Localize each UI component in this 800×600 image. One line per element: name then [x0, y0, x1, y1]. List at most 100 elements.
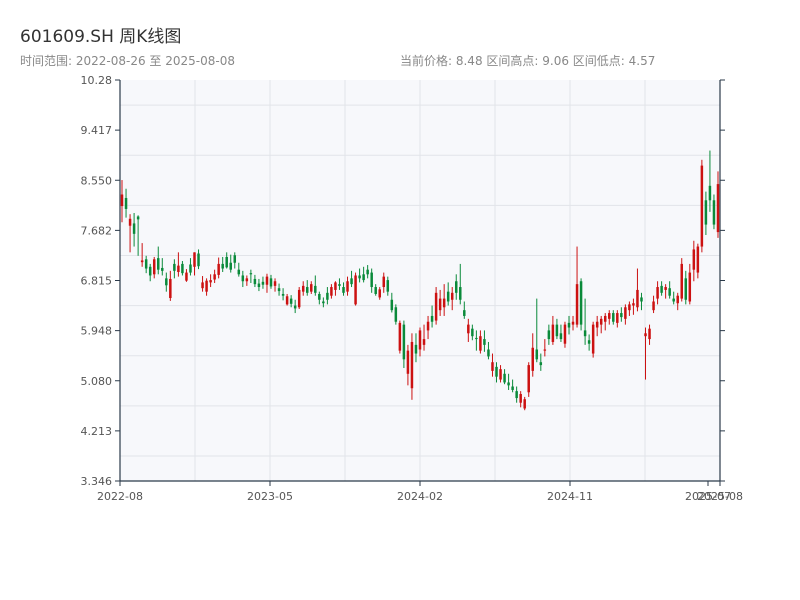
candle-body — [217, 263, 220, 275]
candle-body — [177, 265, 180, 272]
candle — [201, 276, 204, 292]
candle-body — [587, 340, 591, 344]
candle — [374, 284, 377, 296]
candle-body — [322, 301, 325, 304]
y-tick-label: 8.550 — [81, 174, 113, 187]
candle-body — [120, 194, 124, 207]
candle — [120, 180, 124, 223]
candle-body — [712, 200, 716, 225]
candle — [459, 263, 462, 305]
candle-body — [515, 391, 518, 399]
candle-body — [599, 318, 603, 325]
candle — [608, 310, 611, 325]
candle-body — [422, 339, 426, 345]
candle — [362, 266, 365, 283]
x-tick-label: 2025-08 — [697, 490, 743, 503]
candle — [575, 246, 579, 328]
candle-body — [221, 263, 224, 269]
candle — [648, 324, 651, 345]
candle-body — [338, 284, 341, 286]
candle-body — [342, 287, 345, 293]
candle-body — [285, 296, 289, 305]
candle-body — [418, 330, 422, 350]
candle — [499, 365, 502, 383]
candle — [136, 215, 140, 256]
candle-body — [559, 333, 563, 340]
candle — [551, 315, 555, 345]
candle — [519, 391, 522, 408]
candle — [382, 272, 386, 293]
candle-body — [511, 386, 514, 390]
candle — [708, 150, 712, 212]
candle — [487, 341, 490, 360]
candle-body — [346, 281, 349, 292]
candle-body — [491, 362, 494, 371]
candle-body — [402, 324, 406, 360]
candle — [628, 301, 631, 316]
candle — [148, 263, 152, 282]
candle-body — [555, 324, 559, 337]
candle — [636, 268, 639, 312]
candle — [257, 278, 261, 292]
candle — [624, 304, 627, 325]
candle — [535, 298, 539, 363]
candle-body — [128, 218, 132, 226]
candle-body — [499, 369, 502, 380]
candle-body — [314, 285, 317, 293]
candle — [289, 295, 293, 308]
candle — [543, 339, 547, 357]
candle-body — [459, 287, 462, 300]
candle — [261, 276, 265, 289]
candle — [297, 287, 301, 310]
candle-body — [350, 278, 353, 285]
candle-body — [527, 365, 530, 393]
candle — [704, 191, 708, 235]
candle — [563, 321, 567, 348]
candle-body — [366, 269, 369, 275]
candle-body — [318, 293, 321, 300]
candle — [265, 273, 269, 293]
candle-body — [209, 280, 212, 283]
candle — [249, 269, 253, 283]
candle — [185, 269, 188, 282]
candle — [471, 324, 474, 341]
candle-body — [523, 399, 526, 409]
candle — [342, 282, 345, 296]
candle-body — [398, 322, 402, 351]
candle — [281, 288, 285, 301]
candle-body — [438, 298, 442, 311]
candle-body — [253, 278, 257, 285]
candle-body — [140, 260, 144, 263]
candle — [350, 270, 353, 288]
candle-body — [358, 275, 361, 279]
candle — [152, 256, 156, 279]
candle-body — [696, 246, 700, 273]
candle — [664, 284, 667, 299]
candle-body — [169, 278, 172, 299]
candle — [539, 353, 543, 371]
candle — [644, 327, 647, 380]
candle-body — [495, 366, 498, 377]
y-tick-label: 9.417 — [81, 124, 113, 137]
candle-body — [704, 200, 708, 225]
candle — [253, 274, 257, 288]
candle-body — [672, 298, 675, 302]
y-tick-label: 10.28 — [81, 74, 113, 87]
candle — [217, 257, 220, 279]
candle — [165, 272, 168, 292]
candle — [229, 254, 232, 273]
candle — [515, 386, 518, 403]
candle — [652, 295, 655, 314]
candle-body — [652, 301, 655, 311]
candle-body — [136, 216, 140, 220]
candle-body — [708, 185, 712, 201]
candle-body — [237, 269, 241, 275]
candle — [688, 263, 692, 305]
candle — [144, 255, 148, 274]
candle-body — [426, 321, 430, 331]
candle — [612, 310, 615, 325]
candle-body — [507, 382, 510, 386]
x-tick-label: 2024-11 — [547, 490, 593, 503]
candle — [668, 281, 671, 299]
